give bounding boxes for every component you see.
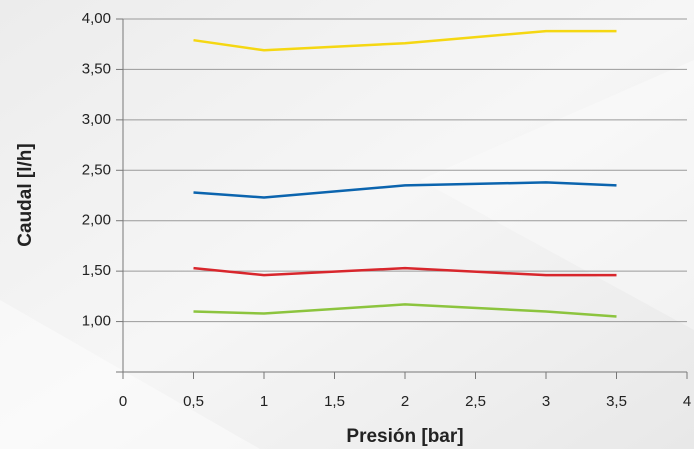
x-tick-label: 1,5 (324, 393, 345, 410)
x-axis-title: Presión [bar] (346, 426, 463, 447)
series-line (193, 266, 617, 277)
y-tick-label: 1,50 (82, 262, 111, 279)
y-axis-title: Caudal [l/h] (15, 143, 36, 246)
series-line (193, 303, 617, 318)
y-tick-label: 3,50 (82, 60, 111, 77)
bg-shape (0, 300, 260, 449)
y-tick-label: 2,00 (82, 212, 111, 229)
x-tick-label: 3,5 (606, 393, 627, 410)
y-tick-label: 3,00 (82, 111, 111, 128)
x-tick-label: 0 (119, 393, 127, 410)
y-tick-label: 1,00 (82, 313, 111, 330)
x-tick-label: 0,5 (183, 393, 204, 410)
series-line (193, 29, 617, 52)
x-tick-label: 2 (401, 393, 409, 410)
y-tick-label: 4,00 (82, 10, 111, 27)
y-tick-label: 2,50 (82, 161, 111, 178)
x-tick-label: 4 (683, 393, 691, 410)
x-tick-label: 1 (260, 393, 268, 410)
x-tick-label: 3 (542, 393, 550, 410)
x-tick-label: 2,5 (465, 393, 486, 410)
bg-shape (420, 60, 694, 330)
series-line (193, 181, 617, 199)
